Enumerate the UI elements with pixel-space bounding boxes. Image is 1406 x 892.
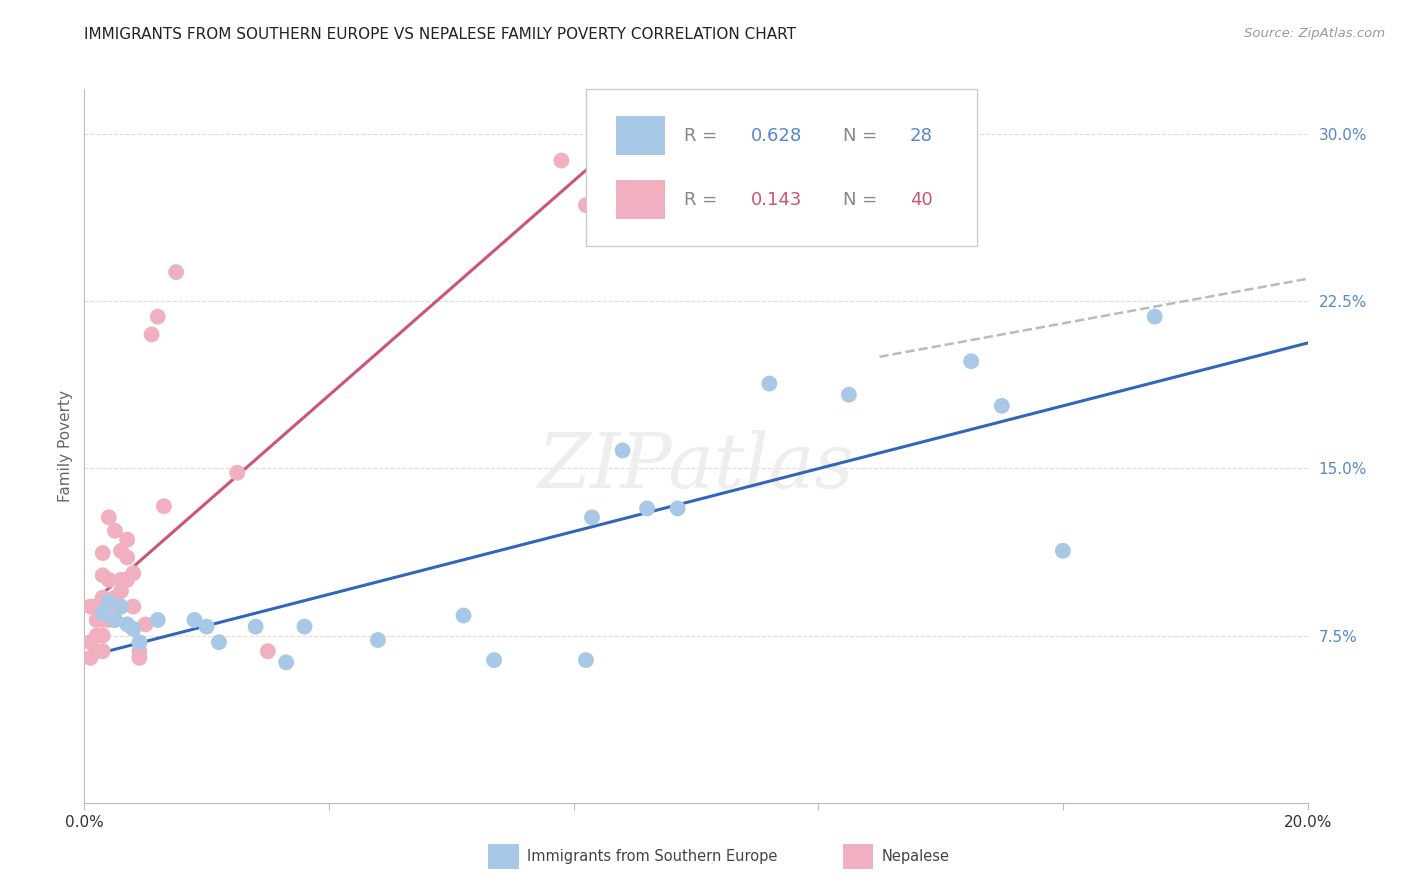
Point bbox=[550, 153, 572, 168]
Point bbox=[960, 354, 983, 368]
Point bbox=[91, 644, 114, 658]
Point bbox=[104, 591, 127, 605]
Point bbox=[104, 613, 127, 627]
Point bbox=[91, 613, 114, 627]
Point bbox=[91, 546, 114, 560]
Point bbox=[110, 573, 132, 587]
Point bbox=[581, 510, 603, 524]
Point bbox=[838, 387, 860, 401]
Point bbox=[104, 613, 127, 627]
Point bbox=[991, 399, 1014, 413]
Point bbox=[97, 595, 120, 609]
Text: Immigrants from Southern Europe: Immigrants from Southern Europe bbox=[527, 849, 778, 863]
Point bbox=[91, 607, 114, 621]
Point bbox=[110, 543, 132, 558]
Point bbox=[91, 568, 114, 582]
Point bbox=[1143, 310, 1166, 324]
Text: N =: N = bbox=[842, 127, 883, 145]
Point bbox=[86, 644, 108, 658]
Point bbox=[86, 628, 108, 642]
Point bbox=[636, 501, 658, 516]
Point bbox=[115, 573, 138, 587]
Point bbox=[110, 599, 132, 614]
Point bbox=[79, 599, 101, 614]
Point bbox=[1052, 543, 1074, 558]
Point bbox=[79, 651, 101, 665]
Text: R =: R = bbox=[683, 191, 723, 209]
Point bbox=[575, 653, 598, 667]
Point bbox=[104, 524, 127, 538]
Point bbox=[128, 635, 150, 649]
Bar bbox=[488, 844, 519, 869]
Point bbox=[115, 533, 138, 547]
Point bbox=[575, 198, 598, 212]
Point bbox=[666, 501, 689, 516]
Point bbox=[453, 608, 475, 623]
Point bbox=[276, 655, 298, 669]
Bar bbox=[616, 116, 665, 155]
Point bbox=[122, 599, 145, 614]
Point bbox=[91, 591, 114, 605]
Point bbox=[122, 566, 145, 581]
Point bbox=[115, 617, 138, 632]
Bar bbox=[616, 180, 665, 219]
Point bbox=[91, 628, 114, 642]
Point bbox=[79, 635, 101, 649]
FancyBboxPatch shape bbox=[586, 89, 977, 246]
Point bbox=[97, 613, 120, 627]
Y-axis label: Family Poverty: Family Poverty bbox=[58, 390, 73, 502]
Point bbox=[257, 644, 280, 658]
Text: 0.628: 0.628 bbox=[751, 127, 803, 145]
Point bbox=[86, 613, 108, 627]
Point bbox=[97, 573, 120, 587]
Text: N =: N = bbox=[842, 191, 883, 209]
Point bbox=[97, 510, 120, 524]
Point bbox=[367, 633, 389, 648]
Text: ZIPatlas: ZIPatlas bbox=[537, 431, 855, 504]
Point bbox=[165, 265, 187, 279]
Point bbox=[146, 613, 169, 627]
Point bbox=[245, 619, 267, 633]
Point bbox=[141, 327, 163, 342]
Text: Nepalese: Nepalese bbox=[882, 849, 950, 863]
Point bbox=[294, 619, 316, 633]
Point bbox=[226, 466, 249, 480]
Point bbox=[208, 635, 231, 649]
Point bbox=[128, 644, 150, 658]
Point bbox=[135, 617, 157, 632]
Point bbox=[86, 599, 108, 614]
Point bbox=[195, 619, 218, 633]
Text: 28: 28 bbox=[910, 127, 934, 145]
Text: 0.143: 0.143 bbox=[751, 191, 803, 209]
Point bbox=[110, 599, 132, 614]
Text: IMMIGRANTS FROM SOUTHERN EUROPE VS NEPALESE FAMILY POVERTY CORRELATION CHART: IMMIGRANTS FROM SOUTHERN EUROPE VS NEPAL… bbox=[84, 27, 796, 42]
Bar bbox=[842, 844, 873, 869]
Point bbox=[110, 583, 132, 598]
Point bbox=[115, 550, 138, 565]
Point bbox=[758, 376, 780, 391]
Point bbox=[146, 310, 169, 324]
Point bbox=[612, 443, 634, 458]
Point bbox=[122, 622, 145, 636]
Text: Source: ZipAtlas.com: Source: ZipAtlas.com bbox=[1244, 27, 1385, 40]
Point bbox=[153, 500, 176, 514]
Point bbox=[97, 599, 120, 614]
Text: R =: R = bbox=[683, 127, 723, 145]
Point bbox=[183, 613, 205, 627]
Point bbox=[482, 653, 505, 667]
Point bbox=[128, 651, 150, 665]
Text: 40: 40 bbox=[910, 191, 932, 209]
